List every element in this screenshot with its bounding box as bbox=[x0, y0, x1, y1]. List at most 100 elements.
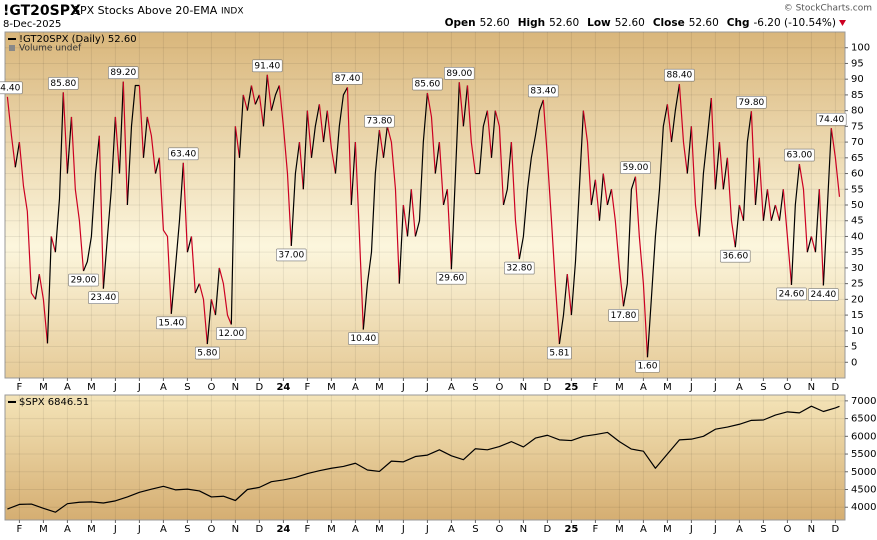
series-line bbox=[570, 110, 584, 316]
series-line bbox=[138, 85, 145, 158]
series-line bbox=[582, 110, 592, 206]
series-line bbox=[218, 267, 232, 325]
series-line bbox=[7, 405, 840, 513]
series-line bbox=[154, 157, 160, 174]
chart-date: 8-Dec-2025 bbox=[3, 19, 61, 30]
series-line bbox=[406, 189, 412, 237]
series-line bbox=[766, 189, 772, 221]
x-tick-label: J bbox=[689, 382, 693, 393]
series-line bbox=[186, 236, 193, 253]
x-tick-label: A bbox=[448, 524, 455, 535]
series-line bbox=[750, 111, 757, 206]
quote-label: Close bbox=[653, 17, 685, 29]
value-label-box bbox=[216, 327, 247, 340]
series-line bbox=[510, 142, 520, 260]
y-tick-label: 50 bbox=[851, 200, 864, 211]
x-tick-label: J bbox=[425, 524, 429, 535]
value-label-box bbox=[88, 291, 119, 304]
legend-label: $SPX 6846.51 bbox=[19, 397, 89, 408]
y-tick-label: 70 bbox=[851, 137, 864, 148]
x-tick-label: A bbox=[160, 524, 167, 535]
value-label: 37.00 bbox=[278, 250, 304, 260]
x-tick-label: F bbox=[593, 524, 599, 535]
series-line bbox=[346, 87, 352, 206]
value-label: 24.40 bbox=[811, 290, 837, 300]
series-line bbox=[278, 85, 292, 246]
x-tick-label: D bbox=[832, 382, 840, 393]
y-tick-label: 40 bbox=[851, 231, 864, 242]
series-line bbox=[210, 299, 217, 316]
series-line bbox=[814, 189, 820, 253]
series-line bbox=[602, 173, 608, 206]
x-tick-label: J bbox=[401, 524, 405, 535]
value-label: 89.00 bbox=[446, 69, 472, 79]
series-line bbox=[118, 81, 124, 174]
series-line bbox=[414, 92, 428, 237]
x-tick-label: O bbox=[495, 382, 503, 393]
value-label: 29.60 bbox=[439, 274, 465, 284]
x-tick-label: D bbox=[256, 524, 264, 535]
series-line bbox=[242, 94, 248, 111]
value-label: 17.80 bbox=[611, 311, 637, 321]
series-line bbox=[518, 99, 544, 260]
value-label-box bbox=[348, 332, 379, 345]
series-line bbox=[734, 204, 740, 248]
series-line bbox=[822, 128, 832, 286]
x-tick-label: F bbox=[17, 524, 23, 535]
x-tick-label: M bbox=[39, 382, 48, 393]
x-tick-label: J bbox=[113, 524, 117, 535]
x-tick-label: M bbox=[375, 524, 384, 535]
series-line bbox=[542, 99, 560, 345]
series-line bbox=[350, 142, 356, 206]
series-line bbox=[114, 116, 121, 174]
series-line bbox=[158, 157, 172, 314]
series-line bbox=[770, 204, 776, 221]
y-tick-label: 60 bbox=[851, 169, 864, 180]
series-line bbox=[590, 179, 596, 206]
series-line bbox=[758, 157, 764, 221]
panel-background bbox=[4, 394, 846, 521]
x-tick-label: A bbox=[64, 524, 71, 535]
series-line bbox=[214, 267, 220, 316]
value-label-box bbox=[620, 161, 651, 174]
x-tick-label: M bbox=[39, 524, 48, 535]
series-line bbox=[690, 126, 700, 237]
series-line bbox=[666, 104, 673, 143]
y-tick-label: 0 bbox=[851, 357, 857, 368]
series-line bbox=[182, 162, 188, 253]
value-label: 89.20 bbox=[110, 68, 136, 78]
x-tick-label: M bbox=[663, 524, 672, 535]
series-line bbox=[458, 82, 464, 127]
value-label: 85.80 bbox=[50, 79, 76, 89]
value-label: 73.80 bbox=[367, 117, 393, 127]
y-tick-label: 4000 bbox=[851, 502, 876, 513]
series-line bbox=[198, 283, 208, 345]
x-tick-label: 24 bbox=[276, 382, 290, 393]
value-label: 85.60 bbox=[415, 80, 441, 90]
series-line bbox=[762, 189, 769, 221]
x-tick-label: S bbox=[760, 524, 766, 535]
value-label: 88.40 bbox=[667, 71, 693, 81]
value-label-box bbox=[252, 59, 283, 73]
series-line bbox=[250, 85, 256, 105]
x-tick-label: J bbox=[137, 524, 141, 535]
exchange: INDX bbox=[221, 7, 243, 17]
x-tick-label: O bbox=[783, 524, 791, 535]
y-tick-label: 5 bbox=[851, 342, 857, 353]
value-label: 87.40 bbox=[335, 74, 361, 84]
x-tick-label: N bbox=[232, 524, 239, 535]
value-label-box bbox=[776, 287, 807, 301]
series-line bbox=[382, 126, 388, 158]
x-tick-label: M bbox=[663, 382, 672, 393]
series-line bbox=[710, 98, 716, 190]
series-line bbox=[502, 142, 512, 206]
quote-value: 52.60 bbox=[615, 17, 645, 29]
y-tick-label: 65 bbox=[851, 153, 864, 164]
series-line bbox=[446, 189, 452, 270]
value-label: 12.00 bbox=[218, 329, 244, 339]
value-label-box bbox=[664, 68, 695, 82]
x-tick-label: S bbox=[184, 524, 190, 535]
x-tick-label: A bbox=[352, 524, 359, 535]
series-line bbox=[290, 142, 301, 246]
series-line bbox=[402, 204, 409, 237]
